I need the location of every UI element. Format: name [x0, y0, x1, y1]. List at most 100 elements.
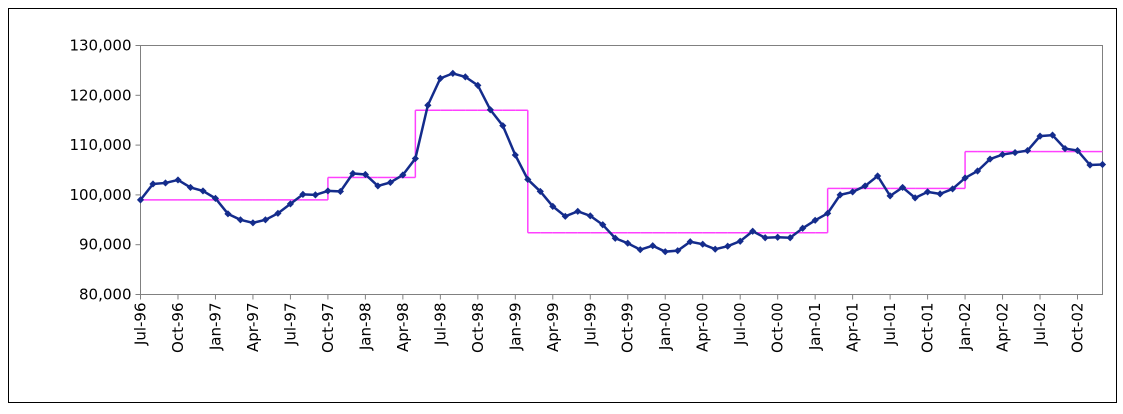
data-marker [1086, 161, 1094, 169]
data-marker [361, 170, 369, 179]
data-marker [599, 221, 607, 229]
data-marker [661, 248, 669, 256]
chart-border [8, 8, 1117, 403]
data-marker [686, 238, 694, 246]
data-marker [699, 240, 707, 248]
data-marker [311, 191, 320, 199]
x-tick-label: Apr-01 [844, 303, 862, 353]
data-marker [611, 234, 619, 242]
data-marker [1048, 131, 1057, 139]
data-marker [199, 187, 207, 195]
data-marker [899, 183, 907, 192]
data-marker [724, 242, 732, 250]
data-marker [574, 207, 582, 215]
data-marker [649, 242, 657, 250]
data-marker [973, 167, 982, 175]
data-marker [399, 171, 407, 179]
data-marker [761, 234, 769, 242]
data-marker [986, 155, 994, 163]
data-marker [136, 196, 145, 204]
x-tick-label: Oct-97 [319, 303, 337, 353]
data-marker [786, 234, 794, 242]
data-marker [324, 187, 332, 195]
x-tick-label: Jan-02 [956, 303, 974, 352]
y-tick-label: 110,000 [69, 136, 131, 154]
data-marker [636, 246, 644, 254]
data-marker [799, 224, 807, 232]
data-marker [249, 219, 257, 227]
x-tick-label: Oct-00 [769, 303, 787, 353]
data-marker [211, 194, 220, 202]
data-marker [524, 175, 532, 184]
x-tick-label: Oct-02 [1069, 303, 1087, 353]
data-marker [736, 237, 744, 245]
data-marker [1036, 132, 1044, 140]
data-marker [936, 190, 944, 198]
x-tick-label: Jan-98 [356, 303, 374, 352]
data-marker [161, 179, 170, 187]
data-marker [711, 245, 719, 253]
data-marker [499, 122, 507, 130]
x-tick-label: Oct-98 [469, 303, 487, 353]
data-marker [461, 73, 469, 81]
data-marker [1073, 146, 1082, 155]
data-marker [874, 172, 882, 180]
y-tick-label: 120,000 [69, 86, 131, 104]
x-tick-label: Apr-97 [244, 303, 262, 353]
x-tick-label: Jan-99 [506, 303, 524, 352]
data-marker [1061, 144, 1069, 153]
data-marker [449, 69, 457, 77]
x-tick-label: Jul-02 [1031, 303, 1049, 347]
data-marker [961, 174, 969, 182]
data-marker [861, 182, 869, 190]
data-marker [299, 190, 307, 199]
data-marker [1011, 148, 1019, 157]
data-marker [286, 200, 295, 208]
x-tick-label: Jul-99 [581, 303, 599, 347]
data-marker [374, 182, 382, 190]
data-marker [998, 150, 1007, 159]
data-marker [411, 154, 419, 163]
data-marker [174, 176, 182, 184]
data-marker [674, 247, 682, 255]
x-tick-label: Jan-00 [656, 303, 674, 352]
x-tick-label: Jul-97 [281, 303, 299, 347]
x-tick-label: Oct-96 [169, 303, 187, 353]
data-marker [511, 151, 519, 159]
data-marker [811, 216, 819, 224]
data-marker [224, 210, 232, 218]
data-marker [624, 239, 632, 247]
data-marker [149, 180, 157, 188]
x-tick-label: Jul-00 [731, 303, 749, 347]
x-tick-label: Jul-01 [881, 303, 899, 347]
data-marker [836, 191, 844, 199]
data-marker [849, 188, 857, 196]
data-marker [236, 216, 245, 224]
data-marker [424, 101, 432, 109]
data-marker [1023, 146, 1032, 155]
data-marker [486, 106, 494, 114]
data-marker [911, 194, 919, 202]
x-tick-label: Apr-00 [694, 303, 712, 353]
data-marker [948, 185, 957, 193]
data-marker [386, 178, 394, 187]
data-marker [186, 183, 195, 192]
data-marker [1098, 160, 1107, 169]
y-tick-label: 90,000 [79, 236, 132, 254]
x-tick-label: Jan-01 [806, 303, 824, 352]
x-tick-label: Apr-98 [394, 303, 412, 353]
x-tick-label: Apr-99 [544, 303, 562, 353]
data-marker [261, 216, 270, 224]
data-marker [474, 81, 482, 89]
data-marker [561, 212, 569, 220]
data-marker [536, 187, 544, 196]
x-tick-label: Jan-97 [206, 303, 224, 352]
data-marker [549, 202, 557, 210]
data-marker [774, 233, 782, 241]
data-marker [923, 188, 932, 196]
data-marker [436, 74, 444, 82]
x-tick-label: Oct-01 [919, 303, 937, 353]
x-tick-label: Jul-96 [132, 303, 150, 347]
plot-border [140, 45, 1103, 295]
